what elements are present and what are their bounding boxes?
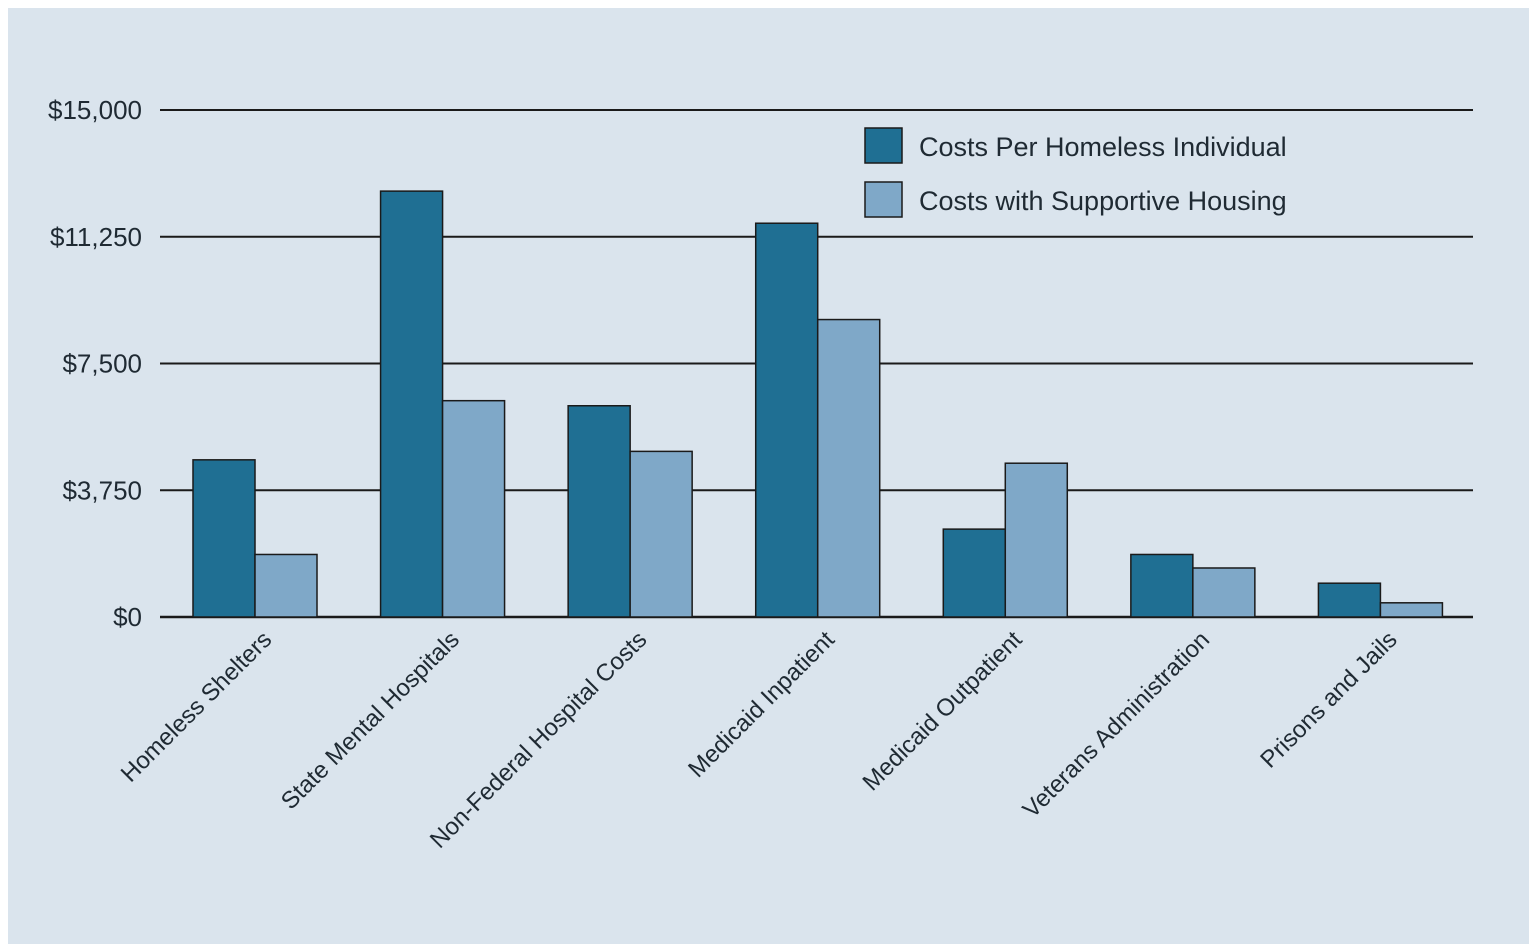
bar-supportive xyxy=(1379,602,1444,618)
legend-label-supportive: Costs with Supportive Housing xyxy=(919,186,1287,216)
y-tick-label: $11,250 xyxy=(50,222,142,252)
bar-homeless xyxy=(379,190,444,618)
bar-homeless xyxy=(1130,553,1194,618)
y-tick-label: $7,500 xyxy=(62,349,142,379)
bar-homeless xyxy=(754,222,819,618)
bar-supportive xyxy=(254,553,318,618)
legend-swatch-homeless xyxy=(864,127,903,164)
category-label: Prisons and Jails xyxy=(1255,626,1402,773)
bar-supportive xyxy=(1192,567,1256,618)
category-label: Homeless Shelters xyxy=(116,626,278,788)
bar-homeless xyxy=(942,528,1007,618)
y-tick-label: $15,000 xyxy=(48,95,142,125)
category-label: State Mental Hospitals xyxy=(276,626,465,815)
y-tick-label: $3,750 xyxy=(62,475,142,505)
bar-supportive xyxy=(441,399,506,618)
legend-label-homeless: Costs Per Homeless Individual xyxy=(919,132,1287,162)
bar-homeless xyxy=(192,459,256,618)
bar-homeless xyxy=(567,405,631,618)
bar-supportive xyxy=(1004,462,1069,618)
bar-supportive xyxy=(816,318,881,618)
y-tick-label: $0 xyxy=(113,602,142,632)
category-label: Medicaid Outpatient xyxy=(857,626,1027,796)
legend-swatch-supportive xyxy=(864,181,903,218)
category-label: Medicaid Inpatient xyxy=(683,626,840,783)
bar-homeless xyxy=(1317,582,1382,618)
category-label: Veterans Administration xyxy=(1018,626,1215,823)
bar-supportive xyxy=(629,450,693,618)
category-label: Non-Federal Hospital Costs xyxy=(425,626,653,854)
